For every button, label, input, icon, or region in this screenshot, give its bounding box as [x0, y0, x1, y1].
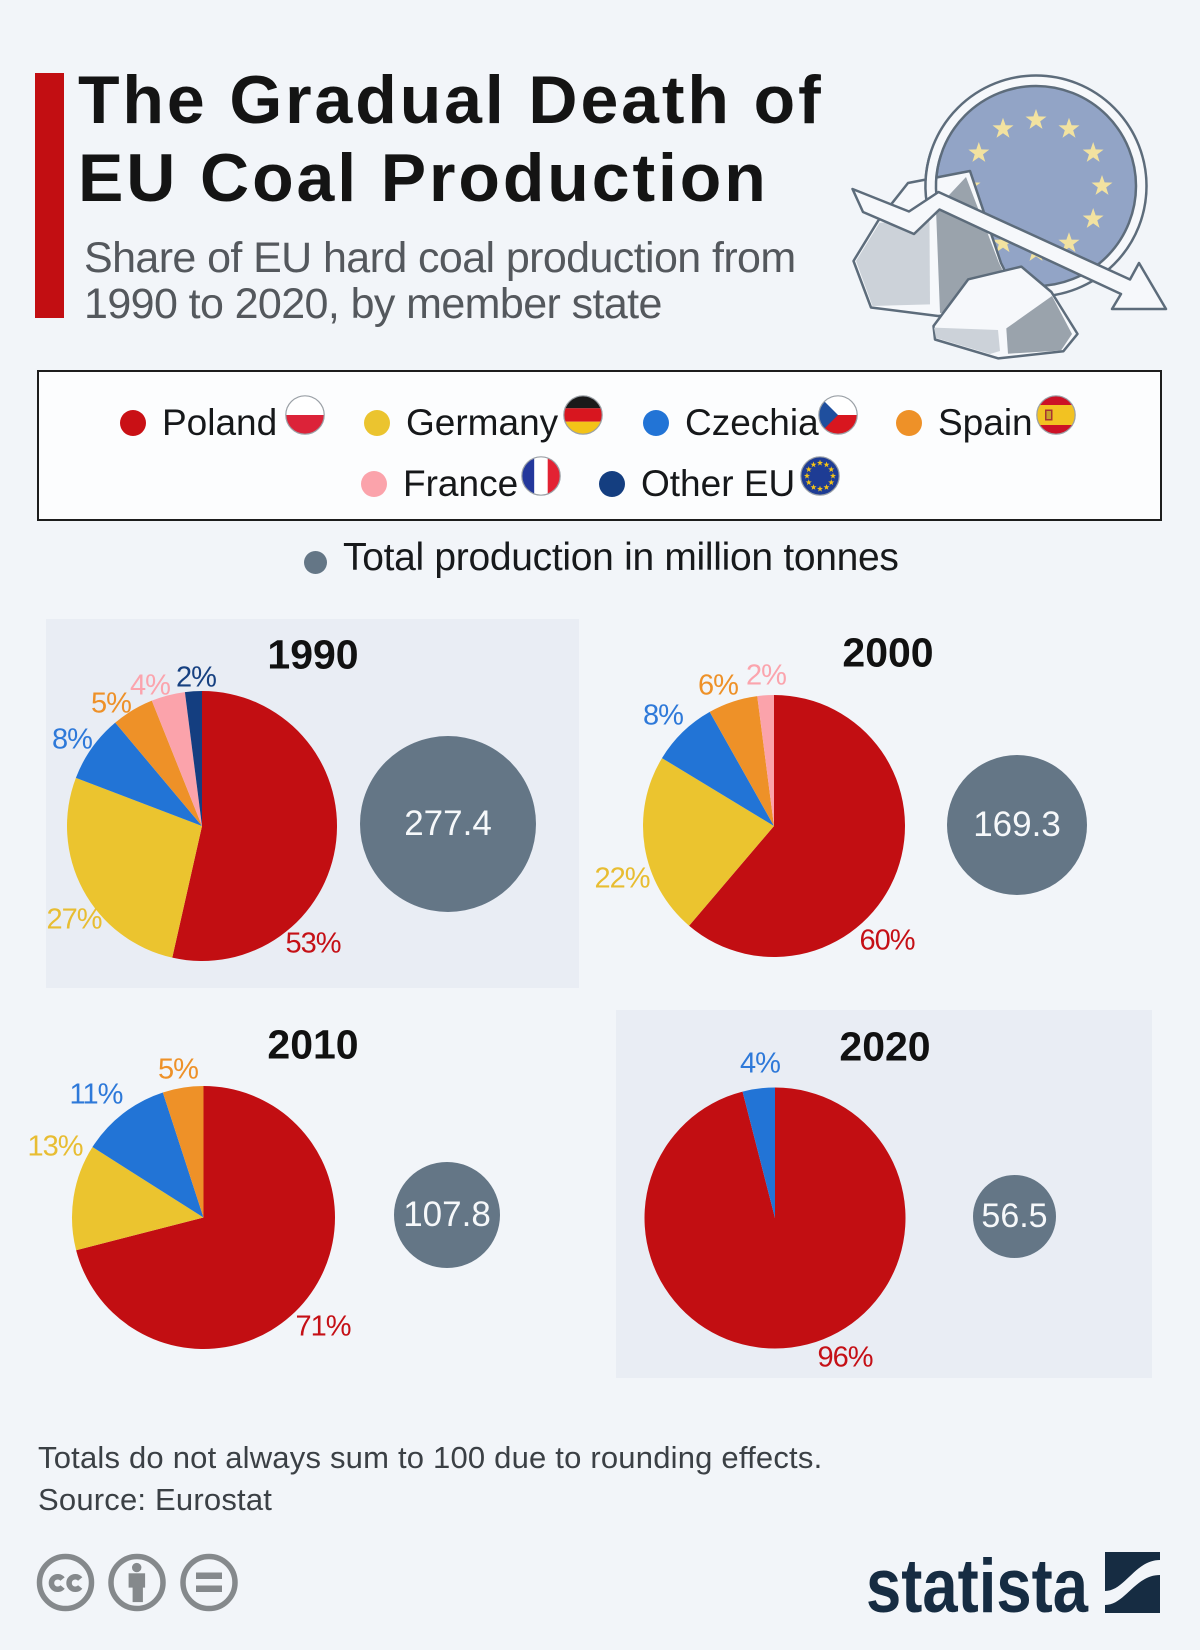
svg-text:statista: statista: [866, 1545, 1089, 1617]
